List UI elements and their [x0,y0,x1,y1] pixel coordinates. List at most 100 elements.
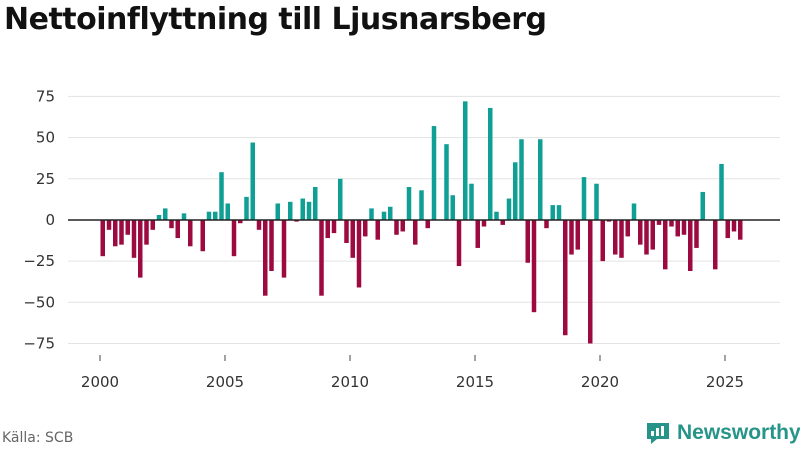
bar [519,139,524,220]
bar [513,162,518,220]
brand-logo[interactable]: Newsworthy [645,420,800,446]
y-tick-label: 50 [36,129,55,147]
bar [431,126,437,220]
bar [113,219,118,247]
bar [719,163,724,220]
bar [281,219,287,278]
bar [569,219,574,255]
bar [388,206,393,220]
bar [738,219,743,240]
y-tick-label: 75 [36,87,55,105]
bar [413,219,418,245]
bar [644,219,649,255]
bar [538,139,543,220]
x-tick-label: 2000 [81,373,119,391]
bar [338,178,343,220]
bar [419,190,424,220]
bar [406,187,412,220]
bar [606,219,612,222]
x-tick-label: 2025 [706,373,744,391]
y-tick-label: −75 [23,334,55,352]
bar [100,219,105,257]
bar [469,183,474,220]
bar [275,203,280,220]
bar [231,219,237,257]
bar [525,219,530,263]
bar [694,219,699,248]
bar [400,219,405,232]
y-tick-label: 25 [36,170,55,188]
bar [300,198,305,220]
bar [238,219,243,224]
bar [700,191,705,220]
source-note: Källa: SCB [2,430,74,446]
bar [725,219,730,239]
bar [463,101,468,220]
bar [175,219,180,239]
bar [638,219,643,245]
bar [475,219,480,248]
bar [225,203,230,220]
bar [600,219,605,262]
x-axis-tick-labels: 2000 2005 2010 2015 2020 2025 [81,355,744,391]
bar [456,219,462,267]
y-tick-label: 0 [45,211,55,229]
bar [450,195,455,220]
bar [619,219,624,258]
bar [200,219,205,252]
bar [169,219,174,229]
bar [563,219,568,336]
bar [663,219,668,270]
bar [138,219,143,278]
bar [325,219,330,239]
bar [375,219,380,240]
bar [675,219,680,237]
y-tick-label: −25 [23,252,55,270]
bar [331,219,337,234]
bar [656,219,662,225]
bar [356,219,362,288]
x-tick-label: 2005 [206,373,244,391]
bar [581,177,587,220]
bar [544,219,549,229]
bar [263,219,268,296]
bar [344,219,349,243]
bar [550,205,555,220]
bar [588,219,593,344]
bar [131,219,137,258]
bar [319,219,324,296]
bars [100,101,743,344]
bar [206,211,212,220]
brand-name: Newsworthy [677,421,800,444]
bar [669,219,674,227]
bar [106,219,112,230]
bar [256,219,262,230]
bar [556,205,562,220]
x-tick-label: 2020 [581,373,619,391]
bar [288,201,293,220]
bar [144,219,149,245]
bar [125,219,130,235]
bar [488,107,493,220]
bar [250,142,255,220]
bar [631,203,637,220]
bar [363,219,368,237]
newsworthy-logo-icon [647,423,669,444]
bar [369,208,374,220]
bar [681,219,687,235]
bar [313,187,318,220]
bar [394,219,399,235]
bar [650,219,655,250]
bar [244,196,249,220]
bar [163,208,168,220]
y-tick-label: −50 [23,293,55,311]
bar [156,215,162,220]
x-tick-label: 2010 [331,373,369,391]
bar [213,211,218,220]
x-tick-label: 2015 [456,373,494,391]
bar [531,219,537,313]
bar [594,183,599,220]
bar [688,219,693,271]
bar [494,211,499,220]
